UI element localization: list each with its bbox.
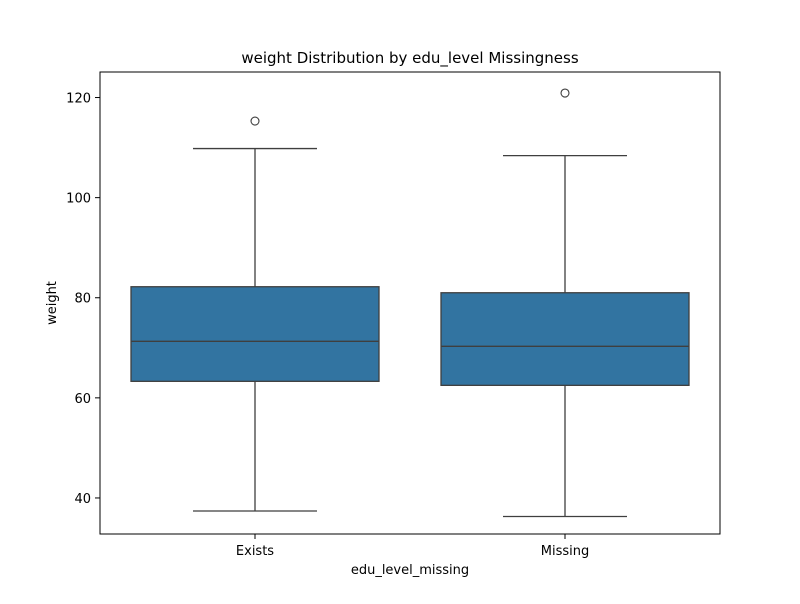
x-tick-label: Exists [236, 544, 274, 559]
y-tick-label: 40 [74, 492, 91, 507]
chart-title: weight Distribution by edu_level Missing… [241, 49, 578, 68]
x-axis-label: edu_level_missing [351, 563, 469, 578]
y-tick-label: 60 [74, 392, 91, 407]
x-tick-label: Missing [541, 544, 589, 559]
plot-frame [99, 71, 721, 535]
box-missing [440, 292, 690, 386]
outlier-point-missing [560, 88, 570, 98]
plot-area: 40 60 80 100 120 Exists Missing [66, 71, 721, 559]
box-exists [130, 286, 380, 382]
y-tick-label: 120 [66, 92, 91, 107]
outlier-point-exists [250, 116, 260, 126]
y-axis-label: weight [45, 281, 60, 325]
y-tick-label: 80 [74, 292, 91, 307]
y-tick-label: 100 [66, 192, 91, 207]
